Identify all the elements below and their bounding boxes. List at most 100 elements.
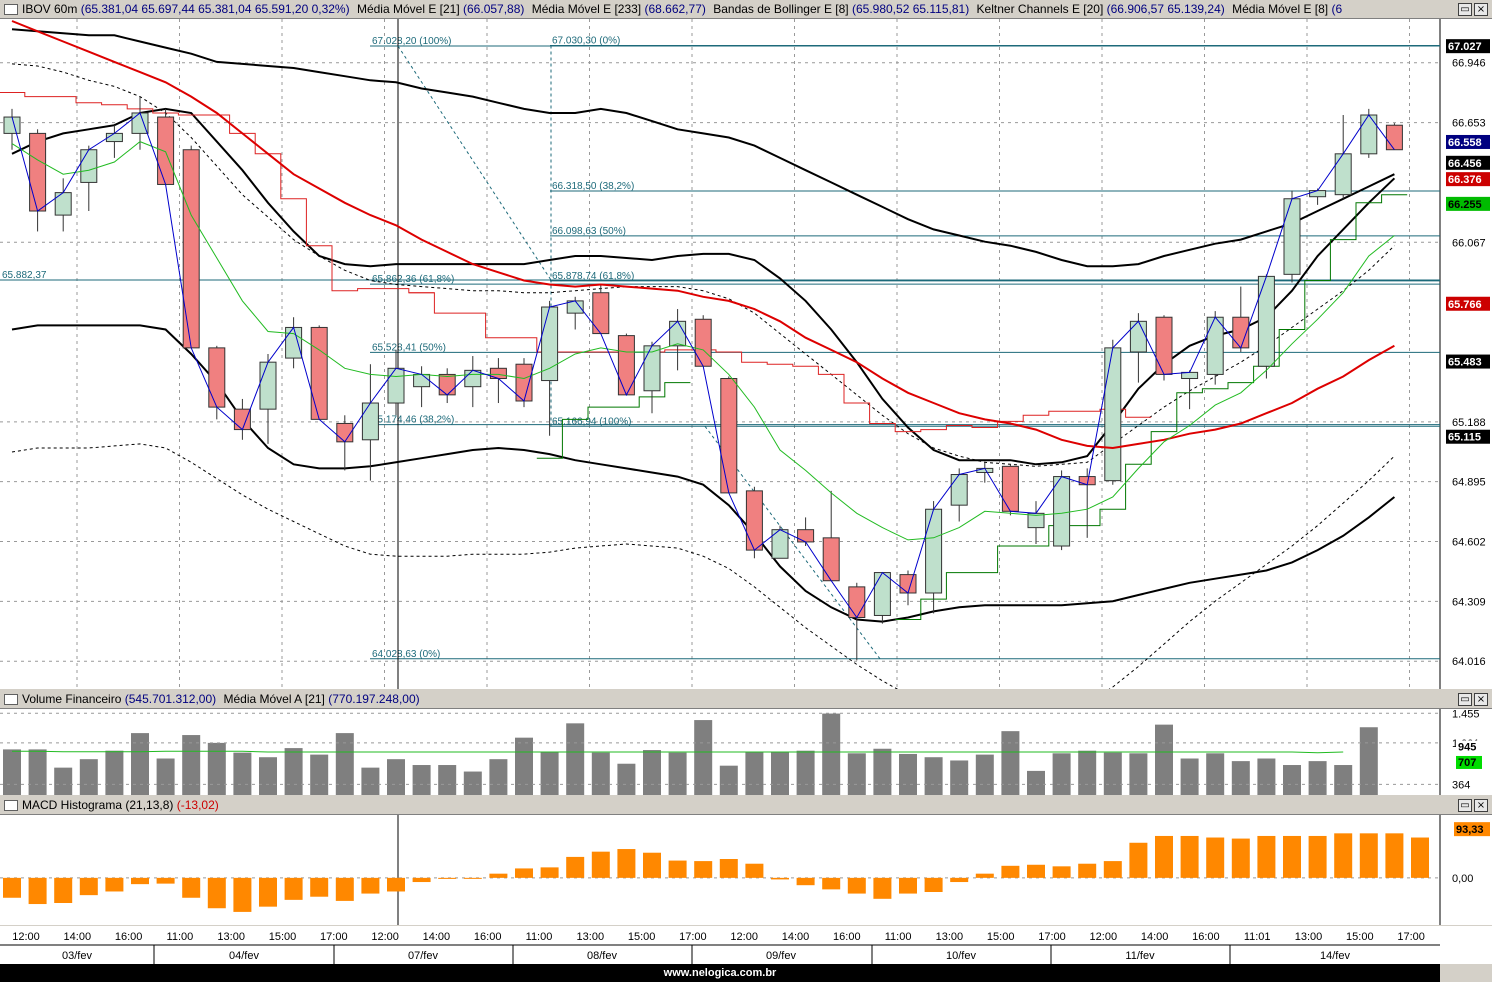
price-chart[interactable]: 66.946 66.653 66.067 65.188 64.895 64.602 64.3… bbox=[0, 19, 1492, 714]
maximize-icon[interactable]: ▭ bbox=[1458, 3, 1472, 16]
time-label: 12:00 bbox=[371, 931, 399, 943]
date-label: 14/fev bbox=[1320, 950, 1350, 962]
price-tag-label: 66.376 bbox=[1448, 174, 1482, 186]
fibo-label: 65.528,41 (50%) bbox=[372, 342, 446, 353]
macd-bar bbox=[745, 863, 764, 878]
volume-bar bbox=[591, 752, 610, 795]
volume-bar bbox=[207, 742, 226, 795]
volume-bar bbox=[3, 749, 21, 795]
indicator-5-value: (6 bbox=[1331, 2, 1343, 16]
volume-bar bbox=[489, 759, 508, 795]
close-icon[interactable]: × bbox=[1474, 3, 1488, 16]
macd-bar bbox=[1001, 865, 1020, 878]
ema-green-line bbox=[11, 141, 1395, 541]
candle-body bbox=[1053, 476, 1071, 547]
fibo-label: 65.862,36 (61,8%) bbox=[372, 274, 454, 285]
time-label: 13:00 bbox=[936, 931, 964, 943]
indicator-5-name: Média Móvel E [8] bbox=[1232, 2, 1329, 16]
fibo-label: 65.174,46 (38,2%) bbox=[372, 415, 454, 426]
candle-body bbox=[643, 345, 661, 392]
macd-bar bbox=[412, 877, 431, 883]
ema233-line bbox=[11, 28, 1395, 268]
time-label: 11:00 bbox=[526, 931, 553, 943]
date-label: 10/fev bbox=[946, 950, 976, 962]
candle-body bbox=[797, 529, 815, 543]
candle-body bbox=[1334, 153, 1352, 196]
price-tick-label: 66.653 bbox=[1452, 118, 1486, 130]
macd-bar bbox=[131, 877, 149, 885]
stop-green-line bbox=[536, 194, 1408, 620]
price-tag-label: 66.255 bbox=[1448, 199, 1482, 211]
macd-bar bbox=[1257, 835, 1276, 878]
macd-bar bbox=[1206, 837, 1225, 878]
fibo-label: 65.878,74 (61,8%) bbox=[552, 271, 634, 282]
price-tag bbox=[1446, 172, 1490, 187]
macd-bar bbox=[284, 877, 303, 900]
indicator-3-value: (65.980,52 65.115,81) bbox=[851, 2, 970, 16]
time-label: 17:00 bbox=[1397, 931, 1425, 943]
volume-ma-value: (770.197.248,00) bbox=[328, 692, 420, 706]
macd-bar bbox=[1231, 838, 1250, 878]
volume-bar bbox=[643, 750, 661, 795]
candle-body bbox=[1257, 275, 1275, 367]
time-label: 16:00 bbox=[474, 931, 502, 943]
price-tag bbox=[1446, 354, 1490, 369]
candle-body bbox=[541, 306, 559, 382]
macd-bar bbox=[156, 877, 175, 884]
time-label: 13:00 bbox=[217, 931, 245, 943]
time-label: 16:00 bbox=[115, 931, 143, 943]
volume-bar bbox=[566, 723, 585, 795]
time-label: 17:00 bbox=[679, 931, 707, 943]
time-label: 15:00 bbox=[987, 931, 1015, 943]
macd-bar bbox=[950, 877, 969, 883]
macd-bar bbox=[899, 877, 917, 894]
volume-chart[interactable]: 1.4551.001364945707 bbox=[0, 708, 1492, 795]
close-icon[interactable]: × bbox=[1474, 799, 1488, 812]
macd-bar bbox=[1385, 833, 1404, 878]
time-label: 14:00 bbox=[64, 931, 92, 943]
candle-body bbox=[1001, 465, 1019, 512]
macd-bar bbox=[438, 877, 457, 879]
footer-url[interactable]: www.nelogica.com.br bbox=[0, 964, 1440, 982]
indicator-3-name: Bandas de Bollinger E [8] bbox=[713, 2, 849, 16]
candle-body bbox=[720, 378, 738, 494]
candle-body bbox=[157, 116, 175, 185]
macd-bar bbox=[182, 877, 201, 898]
candle-body bbox=[1309, 190, 1327, 198]
volume-bar bbox=[156, 758, 175, 795]
candle-body bbox=[1155, 316, 1173, 375]
panel-grip-icon[interactable] bbox=[4, 694, 18, 705]
price-tag-label: 67.027 bbox=[1448, 41, 1482, 53]
fibo-label: 65.166,94 (100%) bbox=[552, 416, 632, 427]
volume-tag bbox=[1456, 740, 1482, 754]
macd-chart[interactable]: 0,00 93,33 bbox=[0, 815, 1492, 925]
volume-bar bbox=[1231, 761, 1250, 795]
maximize-icon[interactable]: ▭ bbox=[1458, 799, 1472, 812]
close-icon[interactable]: × bbox=[1474, 693, 1488, 706]
panel-grip-icon[interactable] bbox=[4, 4, 18, 15]
candle-body bbox=[310, 326, 328, 420]
volume-bar bbox=[310, 754, 329, 795]
indicator-1-value: (66.057,88) bbox=[463, 2, 525, 16]
volume-bar bbox=[924, 757, 943, 795]
ema21-line bbox=[11, 20, 1395, 450]
volume-tag bbox=[1456, 755, 1482, 769]
candle-body bbox=[617, 335, 635, 396]
time-label: 13:00 bbox=[1295, 931, 1323, 943]
macd-bar bbox=[1308, 835, 1327, 878]
indicator-4-value: (66.906,57 65.139,24) bbox=[1106, 2, 1225, 16]
candle-body bbox=[29, 132, 47, 212]
maximize-icon[interactable]: ▭ bbox=[1458, 693, 1472, 706]
candle-body bbox=[694, 318, 712, 367]
volume-value: (545.701.312,00) bbox=[124, 692, 217, 706]
candle-body bbox=[54, 192, 72, 216]
price-tick-label: 66.067 bbox=[1452, 237, 1486, 249]
macd-bar bbox=[847, 877, 866, 894]
panel-grip-icon[interactable] bbox=[4, 800, 18, 811]
time-label: 15:00 bbox=[269, 931, 297, 943]
candle-body bbox=[745, 490, 763, 551]
macd-titlebar: MACD Histograma (21,13,8) (-13,02) bbox=[0, 796, 1492, 815]
fibo-label: 65.882,37 bbox=[2, 270, 47, 281]
price-tick-label: 64.895 bbox=[1452, 477, 1486, 489]
candle-body bbox=[1360, 114, 1378, 155]
